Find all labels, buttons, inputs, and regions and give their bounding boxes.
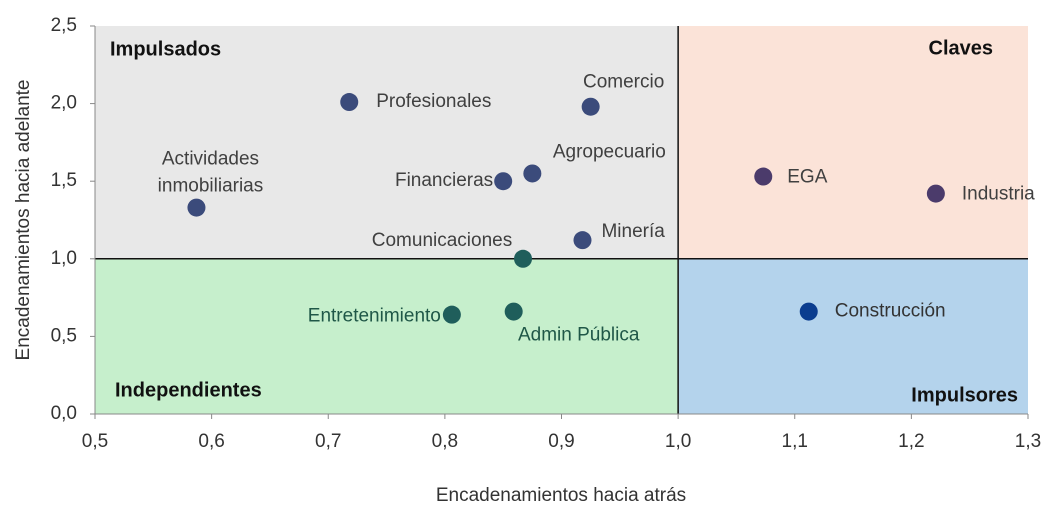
x-tick-label: 1,1 <box>782 431 808 452</box>
x-axis-title: Encadenamientos hacia atrás <box>436 485 686 506</box>
y-tick-label: 2,0 <box>51 93 77 114</box>
point <box>754 167 773 186</box>
point-label: Profesionales <box>376 91 491 112</box>
x-tick-label: 1,0 <box>665 431 691 452</box>
point <box>187 198 206 217</box>
x-tick-label: 0,6 <box>198 431 224 452</box>
y-axis-title: Encadenamientos hacia adelante <box>13 80 34 361</box>
x-tick-label: 0,9 <box>548 431 574 452</box>
quadrant-top-left <box>95 26 679 259</box>
quadrant-bottom-left <box>95 258 679 414</box>
point <box>581 97 600 116</box>
point <box>504 302 523 321</box>
point-label: Actividades inmobiliarias <box>158 149 264 197</box>
point-label: Comunicaciones <box>372 230 512 251</box>
point-label: Admin Pública <box>518 325 640 346</box>
point <box>514 249 533 268</box>
y-tick-label: 0,5 <box>51 325 77 346</box>
point <box>442 305 461 324</box>
quadrant-label: Impulsados <box>110 38 221 60</box>
point-label: Agropecuario <box>553 141 666 162</box>
point-label: EGA <box>787 167 827 188</box>
point <box>523 164 542 183</box>
point-label: Financieras <box>395 170 493 191</box>
point <box>926 184 945 203</box>
point-label: Entretenimiento <box>308 306 441 327</box>
x-tick-label: 0,5 <box>82 431 108 452</box>
quadrant-bottom-right <box>678 258 1028 414</box>
quadrant-label: Impulsores <box>911 384 1018 406</box>
point-label: Minería <box>601 221 665 242</box>
y-tick-label: 1,5 <box>51 170 77 191</box>
y-tick-label: 0,0 <box>51 403 77 424</box>
x-tick-label: 1,2 <box>898 431 924 452</box>
quadrant-label: Claves <box>929 37 994 59</box>
point <box>573 231 592 250</box>
point <box>340 93 359 112</box>
point <box>799 302 818 321</box>
x-tick-label: 0,8 <box>432 431 458 452</box>
point <box>494 172 513 191</box>
point-label: Industria <box>962 184 1035 205</box>
y-tick-label: 1,0 <box>51 248 77 269</box>
x-tick-label: 0,7 <box>315 431 341 452</box>
point-label: Construcción <box>835 301 946 322</box>
point-label: Comercio <box>583 72 664 93</box>
y-tick-label: 2,5 <box>51 15 77 36</box>
quadrant-label: Independientes <box>115 379 262 401</box>
quadrant-top-right <box>678 26 1028 259</box>
x-tick-label: 1,3 <box>1015 431 1041 452</box>
